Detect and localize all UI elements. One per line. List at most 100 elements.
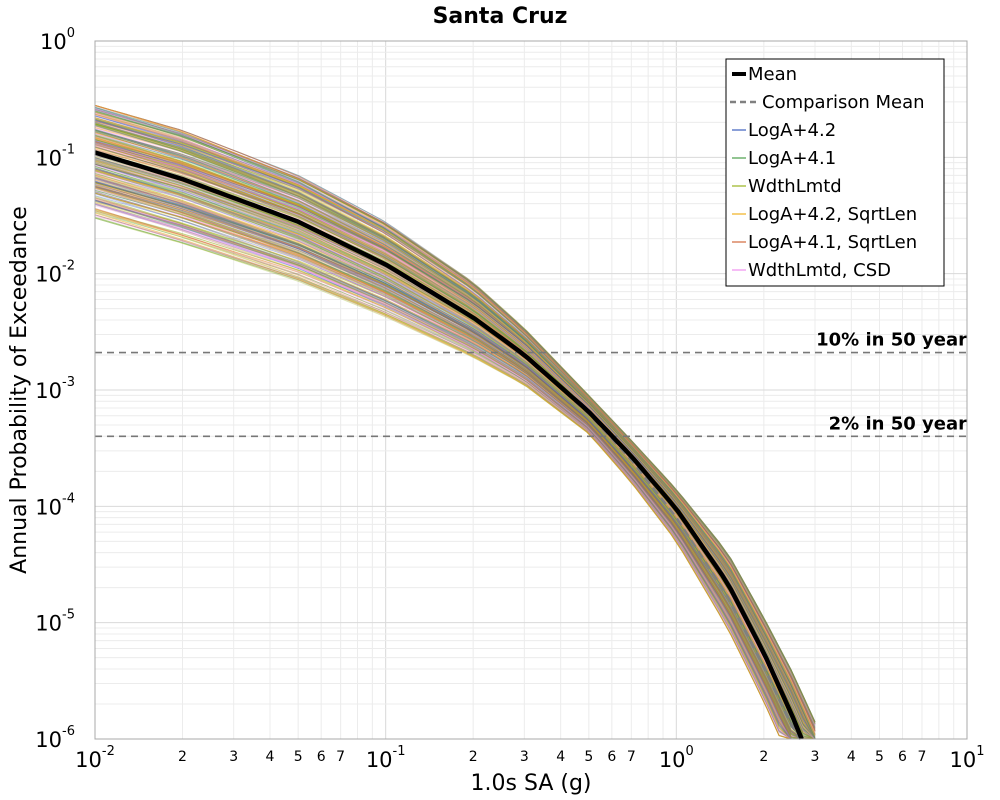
branch-curve xyxy=(94,217,792,740)
branch-curve xyxy=(94,128,816,740)
x-minor-tick-label: 5 xyxy=(875,749,884,765)
branch-curve xyxy=(94,214,792,740)
branch-curve xyxy=(94,140,816,740)
branch-curve xyxy=(94,169,804,740)
branch-curve xyxy=(94,164,804,740)
branch-curve xyxy=(94,140,816,740)
branch-curve xyxy=(94,142,816,740)
branch-curve xyxy=(94,131,816,740)
branch-curve xyxy=(94,161,804,740)
legend-label: LogA+4.1 xyxy=(748,148,836,169)
branch-curve xyxy=(94,173,804,740)
branch-curve xyxy=(94,117,816,730)
y-tick-label: 10-4 xyxy=(35,491,75,519)
branch-curve xyxy=(94,115,816,724)
branch-curve xyxy=(94,185,804,740)
branch-curve xyxy=(94,191,792,740)
branch-curve xyxy=(94,186,804,740)
branch-curve xyxy=(94,139,816,740)
branch-curve xyxy=(94,186,804,740)
branch-curve xyxy=(94,112,816,740)
branch-curve xyxy=(94,123,816,737)
grid xyxy=(94,41,967,740)
branch-curve xyxy=(94,178,804,740)
branch-curve xyxy=(94,109,816,723)
branch-curve xyxy=(94,195,792,740)
branch-curve xyxy=(94,165,804,740)
branch-curve xyxy=(94,117,816,725)
branch-curve xyxy=(94,166,804,740)
branch-curve xyxy=(94,109,816,736)
branch-curve xyxy=(94,108,816,726)
branch-curve xyxy=(94,182,804,740)
branch-curve xyxy=(94,198,804,740)
branch-curve xyxy=(94,154,816,740)
branch-curve xyxy=(94,192,792,740)
branch-curve xyxy=(94,174,804,740)
branch-curve xyxy=(94,135,816,740)
branch-curve xyxy=(94,112,816,736)
branch-curve xyxy=(94,216,792,740)
branch-curve xyxy=(94,127,816,740)
branch-curve xyxy=(94,166,804,740)
branch-curve xyxy=(94,200,792,740)
branch-curve xyxy=(94,177,804,740)
branch-curve xyxy=(94,120,816,730)
branch-curve xyxy=(94,182,792,740)
branch-curve xyxy=(94,180,804,740)
branch-curve xyxy=(94,157,804,740)
branch-curve xyxy=(94,115,816,729)
x-minor-tick-label: 3 xyxy=(229,749,238,765)
branch-curve xyxy=(94,188,804,740)
branch-curve xyxy=(94,143,816,740)
branch-curve xyxy=(94,124,816,736)
branch-curve xyxy=(94,107,816,739)
branch-curve xyxy=(94,184,804,740)
branch-curve xyxy=(94,117,816,727)
branch-curve xyxy=(94,141,816,740)
branch-curve xyxy=(94,142,816,740)
branch-curve xyxy=(94,152,816,740)
branch-curve xyxy=(94,139,816,740)
branch-curve xyxy=(94,179,804,740)
branch-curve xyxy=(94,130,816,740)
branch-curve xyxy=(94,125,816,738)
branch-curve xyxy=(94,118,816,728)
legend-label: Mean xyxy=(748,64,797,85)
branch-curve xyxy=(94,186,804,740)
branch-curve xyxy=(94,170,804,740)
branch-curve xyxy=(94,203,792,740)
branch-curve xyxy=(94,107,816,737)
branch-curve xyxy=(94,136,816,740)
x-tick-label: 10-1 xyxy=(366,744,406,772)
branch-curve xyxy=(94,171,804,740)
branch-curve xyxy=(94,152,816,740)
branch-curve xyxy=(94,134,816,740)
branch-curve xyxy=(94,199,804,740)
branch-curve xyxy=(94,181,804,740)
branch-curve xyxy=(94,168,804,740)
branch-curve xyxy=(94,200,792,740)
branch-curve xyxy=(94,137,816,740)
branch-curve xyxy=(94,175,804,740)
branch-curve xyxy=(94,111,816,723)
x-minor-tick-label: 7 xyxy=(918,749,927,765)
legend-label: WdthLmtd xyxy=(748,176,842,197)
branch-curve xyxy=(94,104,816,732)
branch-curve xyxy=(94,137,816,740)
branch-curve xyxy=(94,163,816,740)
branch-curve xyxy=(94,208,792,740)
branch-curve xyxy=(94,192,792,740)
branch-curve xyxy=(94,184,792,740)
branch-curve xyxy=(94,110,816,723)
branch-curve xyxy=(94,143,804,740)
branch-curve xyxy=(94,170,804,740)
branch-curve xyxy=(94,207,792,740)
branch-curve xyxy=(94,124,816,740)
branch-curve xyxy=(94,154,816,740)
branch-curve xyxy=(94,181,792,740)
branch-curve xyxy=(94,143,816,740)
branch-curve xyxy=(94,104,816,732)
legend-box xyxy=(725,58,945,287)
branch-curve xyxy=(94,140,816,740)
